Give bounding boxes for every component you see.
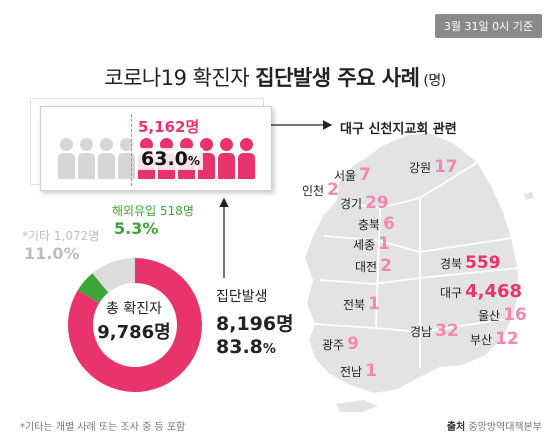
person-icon-highlighted bbox=[218, 138, 235, 179]
person-icon bbox=[98, 138, 115, 179]
region-jeonnam: 전남 1 bbox=[340, 361, 377, 381]
person-icon bbox=[78, 138, 95, 179]
region-gangwon: 강원 17 bbox=[409, 157, 458, 177]
region-gwangju: 광주 9 bbox=[322, 334, 359, 354]
overseas-pct: 5.3% bbox=[114, 219, 159, 238]
korea-map bbox=[302, 130, 534, 412]
korea-map-shape bbox=[302, 130, 522, 396]
total-label: 총 확진자 bbox=[106, 301, 162, 317]
cluster-pct-sign: % bbox=[262, 342, 276, 357]
cluster-pct: 83.8% bbox=[216, 336, 276, 358]
region-ulsan: 울산 16 bbox=[478, 305, 527, 325]
source: 출처 중앙방역대책본부 bbox=[447, 418, 542, 433]
region-incheon: 인천 2 bbox=[302, 180, 339, 200]
region-gyeonggi: 경기 29 bbox=[340, 193, 389, 213]
other-label: *기타 1,072명 11.0% bbox=[22, 227, 99, 263]
donut-hole bbox=[93, 283, 177, 367]
date-badge: 3월 31일 0시 기준 bbox=[434, 14, 542, 38]
region-daegu: 대구 4,468 bbox=[440, 281, 523, 302]
donut-chart bbox=[68, 258, 203, 392]
shincheonji-pct-value: 63.0 bbox=[141, 148, 188, 170]
korea-map-borders bbox=[313, 161, 519, 368]
person-icon-highlighted bbox=[238, 138, 255, 179]
cluster-name: 집단발생 bbox=[216, 289, 268, 305]
title-unit: (명) bbox=[419, 73, 446, 89]
jeju-island bbox=[336, 400, 378, 412]
region-jeonbuk: 전북 1 bbox=[343, 294, 380, 314]
region-busan: 부산 12 bbox=[470, 329, 519, 349]
other-name: *기타 1,072명 bbox=[22, 229, 100, 243]
region-seoul: 서울 7 bbox=[334, 165, 371, 185]
ulleung-island bbox=[524, 192, 534, 200]
divider-dashed bbox=[131, 114, 132, 186]
donut-center-label: 총 확진자 9,786명 bbox=[84, 298, 184, 344]
chart-title: 코로나19 확진자 집단발생 주요 사례 (명) bbox=[0, 62, 550, 92]
region-sejong: 세종 1 bbox=[353, 234, 390, 254]
total-value: 9,786명 bbox=[97, 322, 171, 343]
shincheonji-label: 대구 신천지교회 관련 bbox=[340, 122, 457, 137]
overseas-name: 해외유입 518명 bbox=[112, 204, 194, 218]
region-daejeon: 대전 2 bbox=[355, 256, 392, 276]
shincheonji-count: 5,162명 bbox=[138, 118, 200, 136]
person-icon bbox=[58, 138, 75, 179]
shincheonji-pct: 63.0% bbox=[138, 148, 203, 170]
region-gyeongnam: 경남 32 bbox=[410, 321, 459, 341]
shincheonji-pct-sign: % bbox=[187, 154, 200, 168]
overseas-label: 해외유입 518명 5.3% bbox=[112, 202, 194, 238]
region-gyeongbuk: 경북 559 bbox=[440, 253, 501, 273]
title-part2: 집단발생 주요 사례 bbox=[255, 66, 420, 90]
person-icon bbox=[118, 138, 135, 179]
footnote: *기타는 개별 사례 또는 조사 중 등 포함 bbox=[20, 422, 186, 433]
source-label: 출처 bbox=[446, 422, 466, 433]
region-chungbuk: 충북 6 bbox=[358, 214, 395, 234]
cluster-pct-value: 83.8 bbox=[216, 336, 263, 358]
source-text: 중앙방역대책본부 bbox=[465, 422, 542, 433]
other-pct: 11.0% bbox=[24, 244, 80, 263]
title-part1: 코로나19 확진자 bbox=[104, 66, 256, 90]
cluster-value: 8,196명 bbox=[216, 313, 294, 335]
